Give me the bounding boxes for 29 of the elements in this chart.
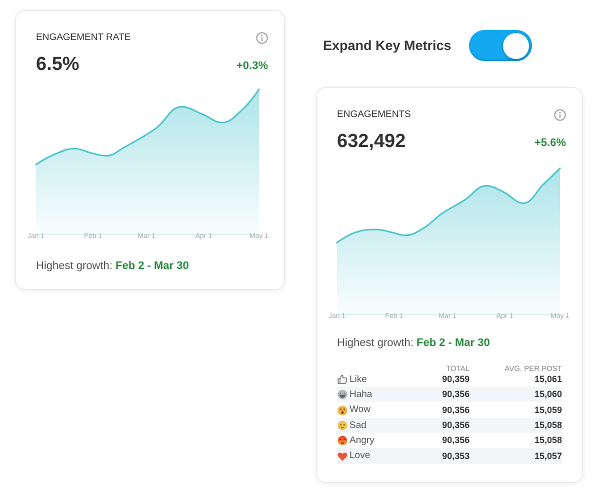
- data-label: 15,058: [534, 435, 562, 446]
- chart-title: ENGAGEMENTS: [337, 109, 411, 121]
- text: Highest growth:: [36, 260, 112, 272]
- category-label: Haha: [350, 388, 372, 400]
- data-label: 15,060: [534, 389, 562, 400]
- data-label: 15,059: [534, 404, 562, 416]
- data-label: 90,356: [442, 420, 470, 431]
- text: Feb 2 - Mar 30: [116, 260, 189, 272]
- category-label: Angry: [350, 435, 374, 446]
- data-label: 90,353: [442, 450, 470, 462]
- chart-title: ENGAGEMENT RATE: [36, 32, 131, 44]
- text: Expand Key Metrics: [323, 38, 452, 54]
- category-label: Like: [350, 374, 367, 385]
- data-label: 90,356: [442, 389, 470, 400]
- category-label: Sad: [350, 420, 366, 432]
- text: Feb 2 - Mar 30: [416, 337, 490, 350]
- category-label: Wow: [350, 404, 370, 416]
- data-label: 90,359: [442, 374, 470, 385]
- text: +5.6%: [534, 137, 566, 151]
- data-label: 15,058: [534, 420, 562, 431]
- data-label: 15,057: [534, 450, 562, 462]
- chart-subtitle: 6.5%: [36, 54, 80, 76]
- data-label: 90,356: [442, 435, 470, 446]
- data-label: 90,356: [442, 404, 470, 416]
- chart-subtitle: 632,492: [337, 130, 406, 154]
- text: Highest growth:: [337, 337, 414, 350]
- category-label: Love: [350, 450, 370, 462]
- text: +0.3%: [236, 60, 268, 74]
- data-label: 15,061: [534, 374, 562, 385]
